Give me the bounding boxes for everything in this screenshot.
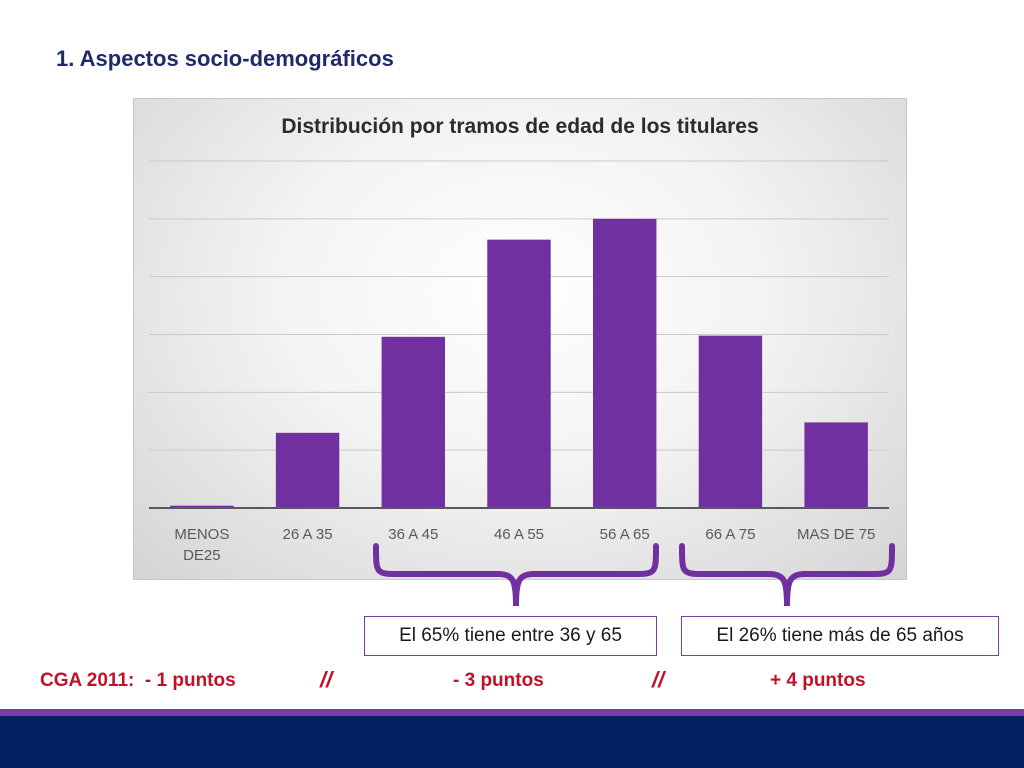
bar — [275, 432, 340, 508]
cga-mid-value: - 3 puntos — [453, 670, 544, 691]
callout-over-65: El 26% tiene más de 65 años — [681, 616, 999, 656]
callout-36-65: El 65% tiene entre 36 y 65 — [364, 616, 657, 656]
bar — [804, 422, 868, 508]
bar — [487, 239, 551, 509]
x-tick-label: 66 A 75 — [705, 526, 755, 543]
chart-panel: MENOS DE25 26 A 35 36 A 45 46 A 55 56 A 65 66 … — [133, 98, 907, 580]
bar — [593, 218, 657, 508]
footer-band — [0, 716, 1024, 768]
left-brace — [373, 543, 659, 607]
slide-title: 1. Aspectos socio-demográficos — [56, 46, 394, 71]
bar — [381, 336, 445, 508]
cga-end-value: + 4 puntos — [770, 670, 866, 691]
bar-chart: MENOS DE25 26 A 35 36 A 45 46 A 55 56 A 65 66 … — [149, 160, 889, 564]
footer-stripe — [0, 709, 1024, 716]
cga-label: CGA 2011: - 1 puntos — [40, 670, 236, 691]
x-tick-label: 36 A 45 — [388, 526, 438, 543]
bar — [170, 505, 234, 508]
x-tick-label: 26 A 35 — [283, 526, 333, 543]
x-tick-label: 56 A 65 — [600, 526, 650, 543]
right-brace — [679, 543, 895, 607]
x-tick-label: 46 A 55 — [494, 526, 544, 543]
x-tick-label: MAS DE 75 — [797, 526, 875, 543]
bar — [698, 335, 763, 508]
cga-separator-1: // — [320, 667, 333, 692]
cga-separator-2: // — [652, 667, 665, 692]
chart-title: Distribución por tramos de edad de los t… — [281, 115, 759, 138]
x-tick-label: MENOS DE25 — [174, 526, 229, 564]
